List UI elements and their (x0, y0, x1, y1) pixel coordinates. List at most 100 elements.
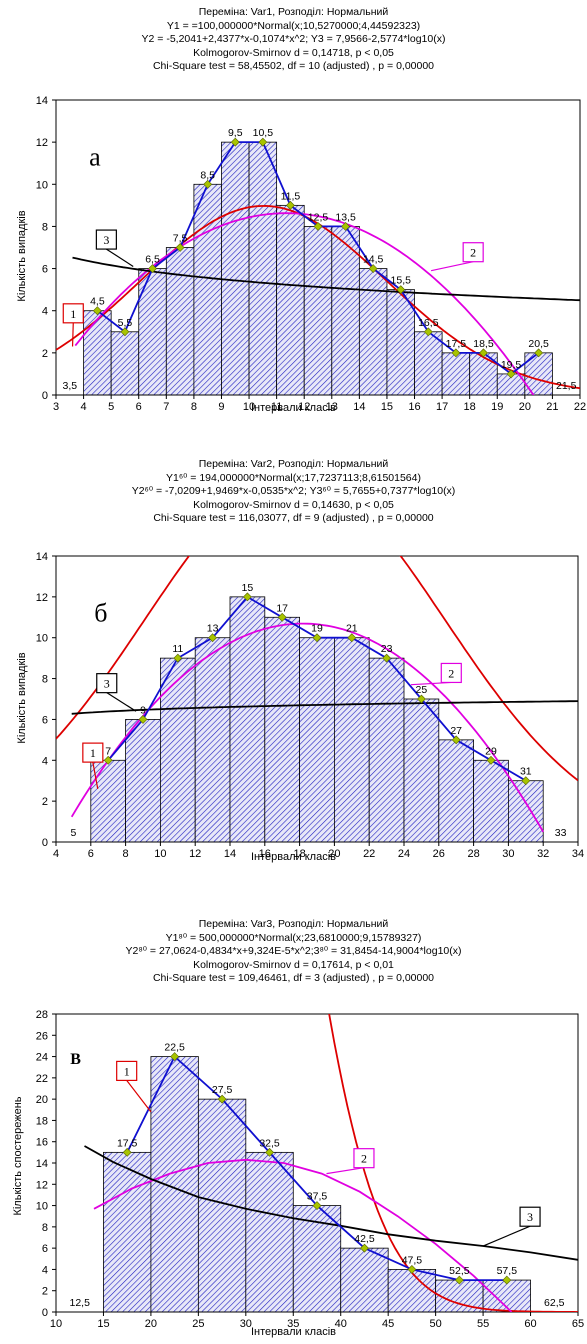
chart-a-point-label: 10,5 (253, 127, 274, 139)
chart-a-callout-3 (95, 229, 117, 250)
chart-b-xtick-label: 24 (398, 848, 410, 860)
chart-a-bar (441, 352, 471, 396)
chart-c-xtick-label: 40 (335, 1318, 347, 1330)
chart-c-ytick-label: 18 (36, 1115, 48, 1127)
chart-a-bar (193, 183, 222, 396)
chart-a-point-label: 15,5 (391, 275, 412, 287)
chart-c-point-label: 52,5 (449, 1265, 470, 1277)
chart-b-callout-2 (440, 662, 462, 684)
chart-a-curve-3 (72, 256, 580, 302)
chart-c-point (407, 1265, 417, 1274)
chart-b-callout-label: 3 (104, 677, 110, 691)
chart-c-callout-1 (116, 1060, 138, 1082)
chart-c-xtick-label: 60 (524, 1318, 536, 1330)
chart-b-point-label: 33 (555, 827, 567, 839)
chart-b-point (347, 633, 357, 643)
chart-a-ytick-label: 4 (42, 306, 48, 318)
chart-b-frame (55, 555, 579, 843)
chart-b-bar (194, 637, 231, 843)
chart-a-point (396, 285, 406, 295)
chart-b-xtick-label: 28 (467, 848, 479, 860)
chart-c-bar (245, 1151, 294, 1313)
chart-a-point-label: 6,5 (145, 254, 160, 266)
chart-c-ytick-label: 26 (36, 1030, 48, 1042)
chart-b-point (451, 735, 461, 745)
chart-b-curve-1 (56, 556, 578, 782)
chart-a-xtick-label: 14 (353, 401, 365, 413)
chart-b-xtick-label: 34 (572, 848, 584, 860)
chart-a-point-label: 17,5 (446, 338, 467, 350)
chart-c-point-label: 12,5 (70, 1297, 91, 1309)
chart-a-point (285, 200, 295, 210)
chart-a-xtick-label: 18 (464, 401, 476, 413)
chart-a-bar (110, 331, 140, 396)
chart-c-panel-letter: В (70, 1051, 81, 1068)
chart-b-header: Переміна: Var2, Розподіл: Нормальний Y1⁶… (0, 458, 587, 526)
chart-b-point-label: 9 (140, 704, 146, 716)
chart-b-point (103, 755, 113, 765)
chart-c-ytick-label: 4 (42, 1264, 48, 1276)
chart-b-point (416, 694, 426, 704)
chart-b-ytick-label: 4 (42, 755, 48, 767)
chart-c-bar (340, 1247, 389, 1313)
chart-a-point-label: 12,5 (308, 211, 329, 223)
chart-b-bar (403, 698, 440, 843)
chart-b-xtick-label: 4 (53, 848, 59, 860)
chart-b-point (277, 612, 287, 622)
chart-b-title-line-2: Y1⁶⁰ = 194,000000*Normal(x;17,7237113;8,… (166, 471, 421, 484)
chart-a-xtick-label: 17 (436, 401, 448, 413)
chart-c-point (312, 1201, 322, 1210)
chart-b-point-label: 15 (242, 582, 254, 594)
chart-a-title-line-2: Y1 = =100,000000*Normal(x;10,5270000;4,4… (166, 19, 421, 32)
chart-b-bar (229, 596, 266, 843)
chart-b-xtick-label: 18 (293, 848, 305, 860)
chart-a-callout-label: 1 (70, 307, 76, 321)
chart-c-ytick-label: 24 (36, 1052, 48, 1064)
chart-c-xtick-label: 35 (287, 1318, 299, 1330)
chart-a-callout-label: 2 (470, 246, 476, 260)
chart-a-point (479, 348, 488, 358)
chart-c-ytick-label: 12 (36, 1179, 48, 1191)
chart-a-point-label: 14,5 (363, 254, 384, 266)
chart-a-point (120, 327, 130, 337)
chart-b-curve-3 (71, 700, 578, 715)
chart-a-bar (248, 141, 278, 396)
chart-c-ytick-label: 14 (36, 1158, 48, 1170)
chart-c-callout-label: 1 (124, 1064, 130, 1078)
chart-a-bar (276, 204, 305, 396)
chart-c-point (360, 1243, 369, 1253)
chart-a-xtick-label: 15 (381, 401, 393, 413)
chart-b-point (242, 592, 252, 602)
chart-a-frame (55, 99, 581, 396)
chart-a-point (148, 264, 157, 273)
chart-c-ytick-label: 10 (36, 1201, 48, 1213)
chart-c-xtick-label: 50 (430, 1318, 442, 1330)
chart-c-point-label: 42,5 (354, 1233, 375, 1245)
chart-a-point-label: 4,5 (90, 296, 105, 308)
chart-c-title-line-3: Y2⁸⁰ = 27,0624-0,4834*x+9,324E-5*x^2;3⁸⁰… (125, 945, 462, 957)
chart-a-point-label: 20,5 (528, 338, 549, 350)
chart-b-bar (438, 739, 474, 843)
chart-a-point-label: 19,5 (501, 359, 522, 371)
chart-a-xtick-label: 19 (491, 401, 503, 413)
chart-b-point-label: 7 (105, 745, 111, 757)
chart-c-ytick-label: 22 (36, 1073, 48, 1085)
chart-c-bar (387, 1269, 437, 1313)
chart-c-bar (103, 1151, 152, 1313)
chart-a-xtick-label: 7 (163, 401, 169, 413)
chart-b-xtick-label: 8 (123, 848, 129, 860)
chart-b-ytick-label: 0 (42, 837, 48, 849)
chart-a-point (341, 222, 351, 231)
chart-b-ytick-label: 2 (42, 796, 48, 808)
chart-a-xtick-label: 21 (546, 401, 558, 413)
chart-a-xtick-label: 20 (519, 401, 531, 413)
chart-a-xtick-label: 13 (326, 401, 338, 413)
chart-a-bar (165, 247, 195, 396)
chart-a-xtick-label: 10 (243, 401, 255, 413)
chart-b-point (486, 755, 496, 765)
chart-a-xtick-label: 22 (574, 401, 586, 413)
chart-c-bar (197, 1098, 247, 1313)
chart-a-callout-1 (62, 303, 84, 324)
chart-a-ytick-label: 6 (42, 264, 48, 276)
